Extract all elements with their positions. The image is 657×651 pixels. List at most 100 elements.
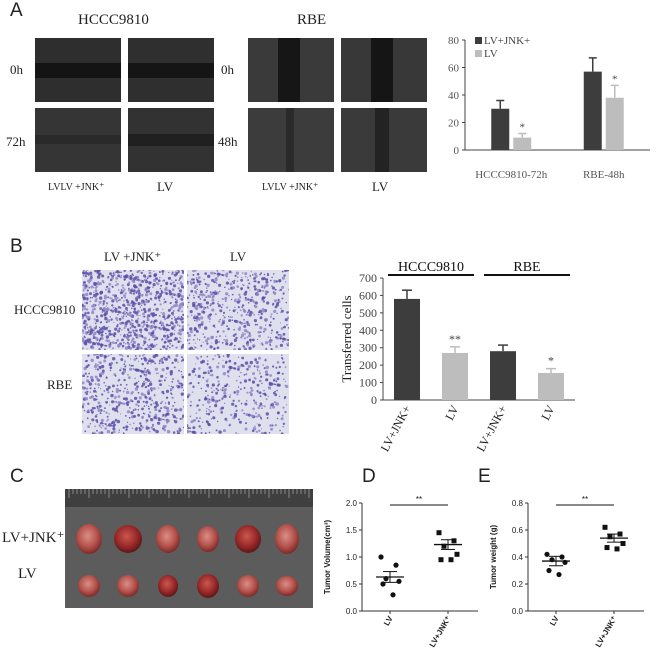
wound-photo-rbe-lvjnk-48h <box>248 108 334 172</box>
panel-b-col-lvjnk: LV +JNK⁺ <box>104 249 162 264</box>
scatter-point <box>393 562 399 568</box>
chart-d-scatter: 0.0 0.5 1.0 1.5 2.0 Tumor Volume(cm³) LV LV+JNK… <box>323 495 478 649</box>
scatter-category-label: LV <box>548 614 561 627</box>
b-bar <box>442 352 468 400</box>
panel-a-hccc9810-title: HCCC9810 <box>78 12 149 28</box>
scatter-point <box>441 543 447 549</box>
chart-a-bar: 0 20 40 60 80 HCCC9810-72h RBE-48h * * LV+JNK+LV <box>448 35 650 181</box>
scatter-y-tick-label: 0.2 <box>512 580 524 589</box>
panel-a-hccc-col-lvjnk: LVLV +JNK⁺ <box>48 182 105 193</box>
panel-letter-e: E <box>478 466 491 487</box>
tumor-photo <box>65 489 313 608</box>
wound-photo-hccc-lvjnk-72h <box>35 108 121 172</box>
scatter-point <box>378 554 384 560</box>
transwell-photo-hccc-lvjnk <box>82 270 184 350</box>
a-bar <box>513 137 532 150</box>
scatter-y-tick-label: 0.5 <box>346 580 358 589</box>
a-legend-label: LV <box>484 48 498 60</box>
scatter-y-axis-label: Tumor Volume(cm³) <box>323 519 332 594</box>
b-y-tick-label: 400 <box>359 323 377 337</box>
b-y-tick-label: 200 <box>359 358 377 372</box>
a-y-tick-label: 60 <box>448 63 460 75</box>
b-y-axis-label: Transferred cells <box>339 295 354 382</box>
scatter-y-axis-label: Tumor weight (g) <box>489 525 498 590</box>
a-legend-label: LV+JNK+ <box>484 35 530 47</box>
b-y-tick-label: 500 <box>359 306 377 320</box>
scatter-category-label: LV+JNK⁺ <box>428 615 453 649</box>
scatter-category-label: LV+JNK⁺ <box>594 615 619 649</box>
a-category-label: RBE-48h <box>583 169 625 181</box>
panel-letter-a: A <box>10 0 23 21</box>
panel-c-row-lv: LV <box>18 566 37 582</box>
a-bar <box>583 71 602 150</box>
scatter-point <box>390 592 396 598</box>
a-bar <box>605 97 624 150</box>
a-legend-swatch <box>475 50 482 57</box>
panel-letter-b: B <box>10 236 23 257</box>
scatter-point <box>436 530 442 536</box>
panel-b-col-lv: LV <box>230 249 247 264</box>
scatter-point <box>559 554 565 560</box>
panel-a-rbe-col-lvjnk: LVLV +JNK⁺ <box>262 182 319 193</box>
scatter-y-tick-label: 0.4 <box>512 553 524 562</box>
scatter-significance-mark: ** <box>582 495 588 504</box>
panel-b-row-rbe: RBE <box>47 377 73 392</box>
scatter-point <box>602 524 608 530</box>
scatter-point <box>544 551 550 557</box>
chart-e-scatter: 0.0 0.2 0.4 0.6 0.8 Tumor weight (g) LV LV+JNK⁺… <box>489 495 644 649</box>
b-bar <box>490 351 516 400</box>
b-y-tick-label: 100 <box>359 376 377 390</box>
panel-a-hccc-time-0h: 0h <box>10 62 23 77</box>
panel-letter-d: D <box>362 466 376 487</box>
scatter-y-tick-label: 2.0 <box>346 499 358 508</box>
scatter-point <box>556 571 562 578</box>
scatter-y-tick-label: 0.0 <box>512 607 524 616</box>
scatter-point <box>607 534 613 540</box>
scatter-point <box>454 551 460 557</box>
b-category-label: LV+JNK+ <box>474 403 510 453</box>
wound-photo-hccc-lvjnk-0h <box>35 38 121 102</box>
scatter-y-tick-label: 1.0 <box>346 553 358 562</box>
panel-letter-c: C <box>10 466 24 487</box>
a-legend-swatch <box>475 37 482 44</box>
b-significance-mark: * <box>548 354 554 368</box>
transwell-photo-rbe-lvjnk <box>82 354 184 434</box>
scatter-point <box>614 546 620 552</box>
scatter-point <box>438 557 444 563</box>
a-y-tick-label: 40 <box>448 90 460 102</box>
panel-b-row-hccc9810: HCCC9810 <box>14 302 76 317</box>
transwell-photo-hccc-lv <box>187 270 289 350</box>
panel-a-rbe-title: RBE <box>297 12 327 28</box>
a-significance-mark: * <box>612 73 618 85</box>
b-group-label: HCCC9810 <box>398 260 464 275</box>
scatter-y-tick-label: 0.0 <box>346 607 358 616</box>
scatter-category-label: LV <box>382 614 395 627</box>
wound-photo-hccc-lv-0h <box>128 38 214 102</box>
panel-a-hccc-col-lv: LV <box>157 179 174 194</box>
panel-a-rbe-col-lv: LV <box>372 179 389 194</box>
b-category-label: LV+JNK+ <box>378 403 414 453</box>
panel-a-rbe-time-0h: 0h <box>221 62 234 77</box>
scatter-point <box>620 541 626 546</box>
panel-c-row-lvjnk: LV+JNK⁺ <box>2 530 65 546</box>
b-category-label: LV <box>442 403 462 423</box>
a-y-tick-label: 80 <box>448 35 460 47</box>
panel-a-hccc-time-72h: 72h <box>6 134 26 149</box>
scatter-y-tick-label: 1.5 <box>346 526 358 535</box>
a-y-tick-label: 0 <box>454 145 460 157</box>
b-y-tick-label: 600 <box>359 288 377 302</box>
wound-photo-rbe-lv-0h <box>341 38 427 102</box>
scatter-point <box>604 545 610 551</box>
a-significance-mark: * <box>520 122 526 134</box>
scatter-point <box>546 567 552 574</box>
scatter-y-tick-label: 0.6 <box>512 526 524 535</box>
wound-photo-rbe-lvjnk-0h <box>248 38 334 102</box>
b-group-label: RBE <box>513 260 540 275</box>
transwell-photo-rbe-lv <box>187 354 289 434</box>
scatter-point <box>451 538 457 544</box>
b-bar <box>394 298 420 400</box>
b-bar <box>538 372 564 400</box>
scatter-significance-mark: ** <box>416 495 422 504</box>
b-y-tick-label: 0 <box>371 393 377 407</box>
chart-b-bar: 0 100 200 300 400 500 600 700 Transferred cells L… <box>339 260 575 453</box>
